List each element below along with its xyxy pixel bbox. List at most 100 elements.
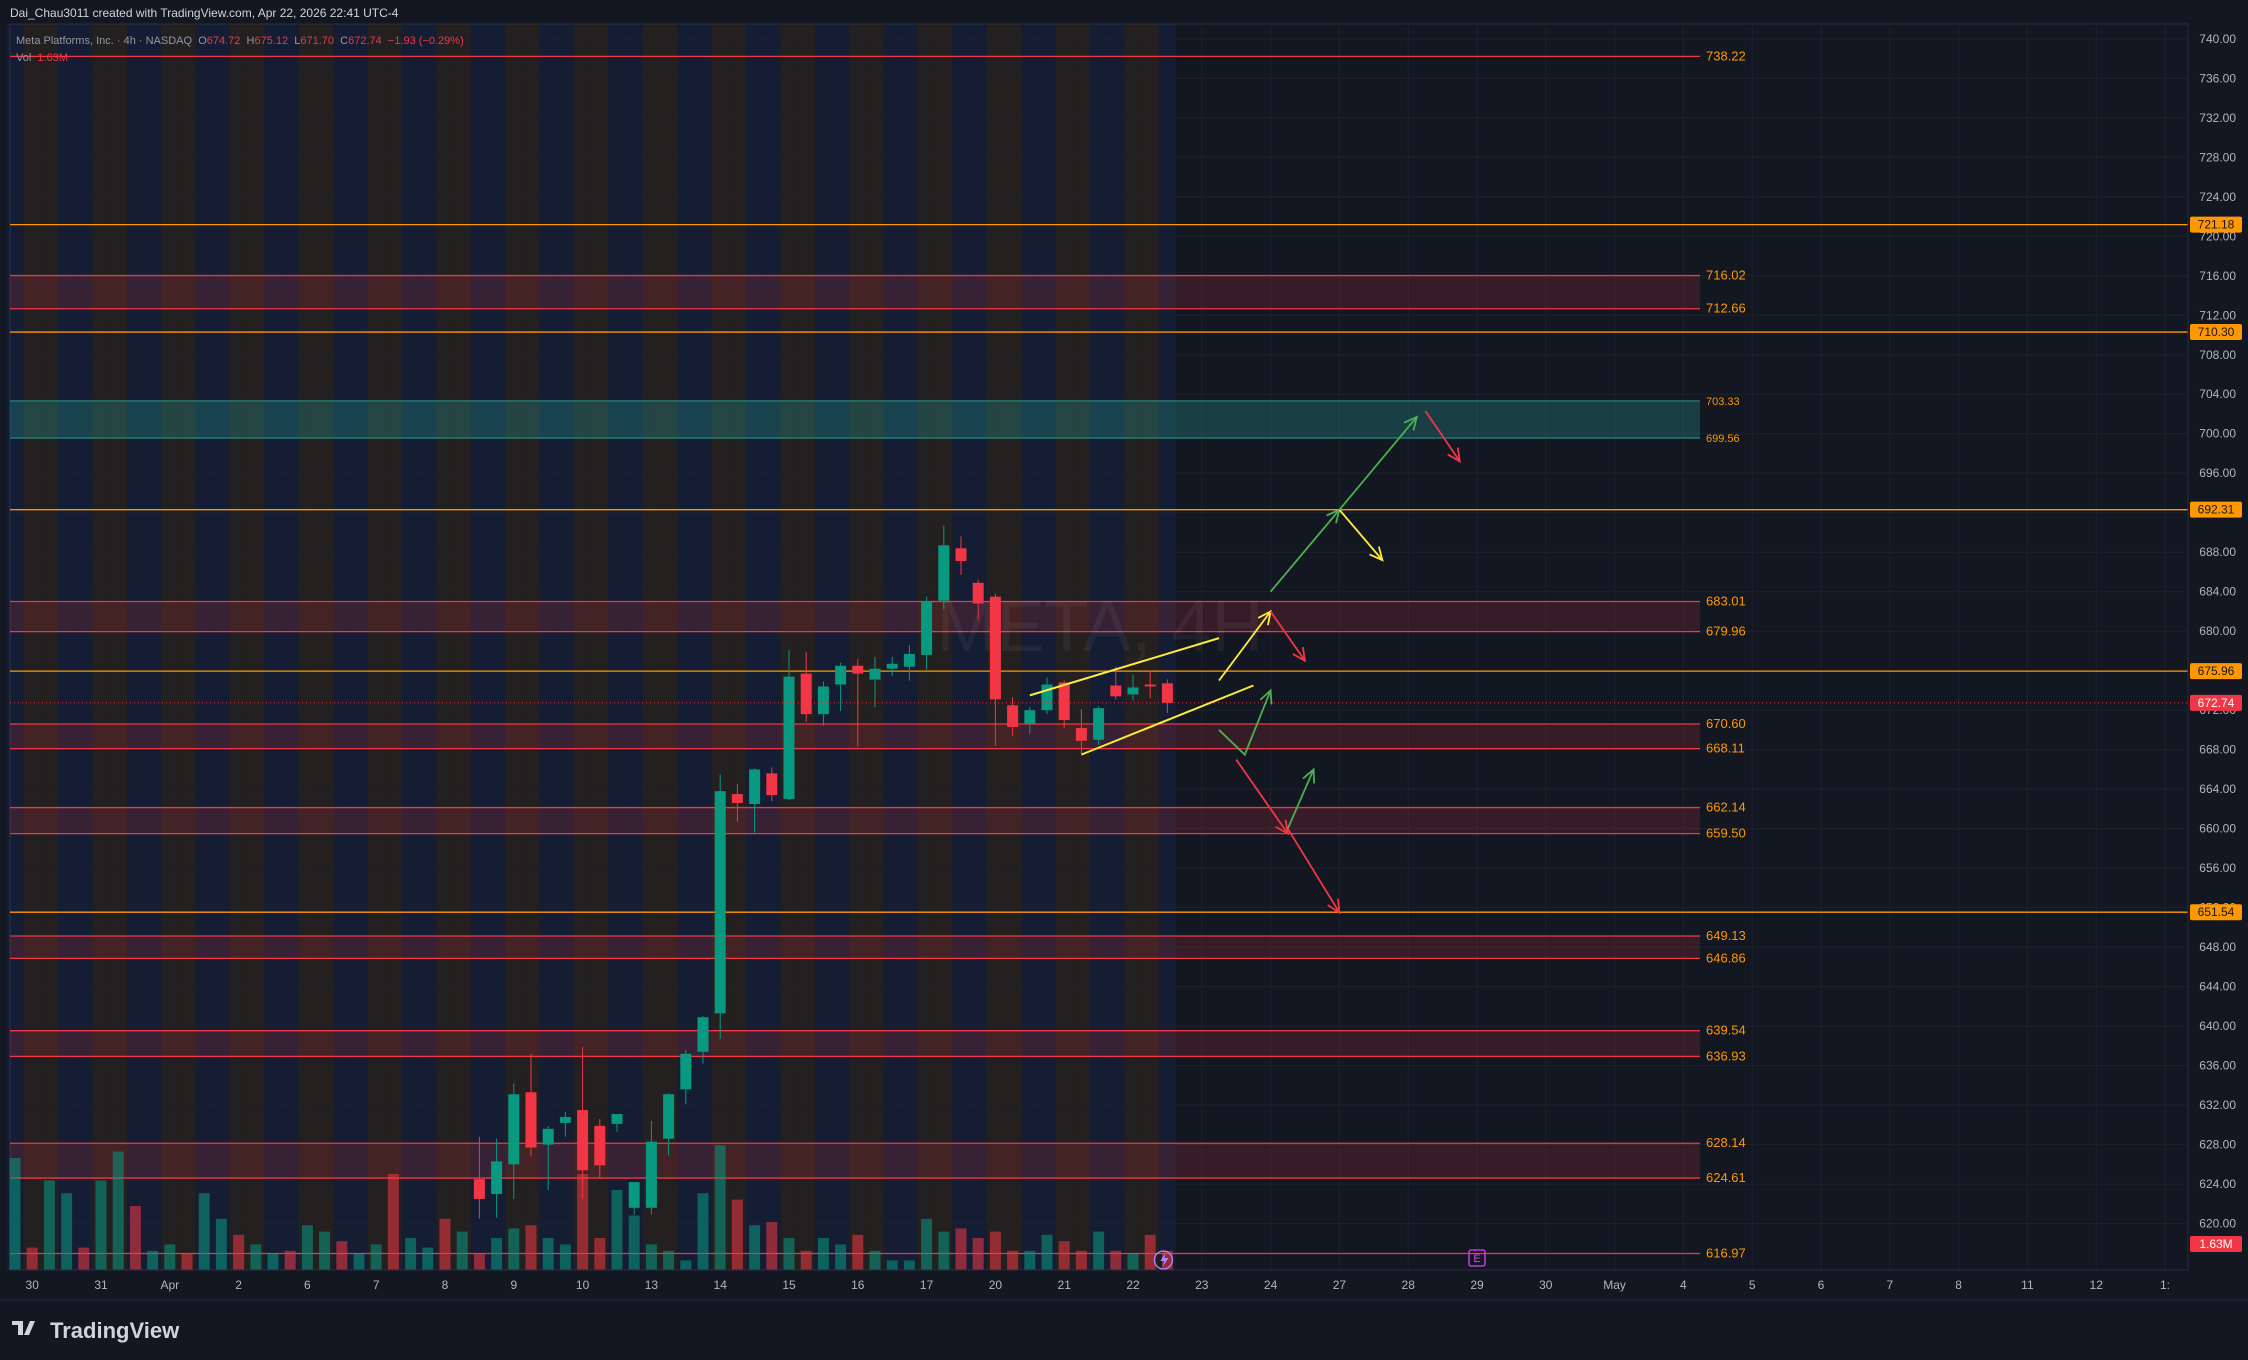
time-tick-label: 30 [1539, 1278, 1553, 1292]
price-tick-label: 736.00 [2199, 71, 2236, 85]
volume-bar [43, 1180, 55, 1270]
candle [903, 645, 915, 681]
level-label: 616.97 [1706, 1246, 1746, 1261]
candle-body [903, 653, 915, 667]
price-tick-label: 620.00 [2199, 1217, 2236, 1231]
price-tick-label: 636.00 [2199, 1059, 2236, 1073]
level-label: 639.54 [1706, 1023, 1746, 1038]
time-tick-label: 12 [2090, 1278, 2104, 1292]
lightning-icon [1153, 1250, 1174, 1270]
earnings-marker[interactable]: E [1468, 1249, 1486, 1267]
candle [559, 1112, 571, 1137]
open-label: O [198, 35, 207, 47]
price-tick-label: 704.00 [2199, 387, 2236, 401]
projection-arrows [1218, 410, 1461, 915]
volume-bar [9, 1158, 21, 1270]
levels: 738.22 716.02 712.66 703.33 699.56 683.01 679.… [10, 48, 2188, 1261]
price-tick-label: 644.00 [2199, 980, 2236, 994]
orange-level-badge-text: 721.18 [2198, 218, 2235, 232]
earnings-marker-label: E [1473, 1253, 1480, 1265]
price-tick-label: 708.00 [2199, 348, 2236, 362]
price-tick-label: 684.00 [2199, 585, 2236, 599]
high-value: 675.12 [254, 35, 289, 47]
candle-body [1024, 710, 1036, 725]
session-band [419, 24, 437, 1270]
time-tick-label: 9 [510, 1278, 517, 1292]
session-band [453, 24, 471, 1270]
time-tick-label: 23 [1195, 1278, 1209, 1292]
candle-body [1110, 685, 1122, 697]
session-band [126, 24, 144, 1270]
time-tick-label: 17 [920, 1278, 934, 1292]
candle-body [852, 665, 864, 674]
volume-bar [301, 1225, 313, 1270]
price-tick-label: 724.00 [2199, 190, 2236, 204]
candle [800, 651, 812, 723]
volume-bar [78, 1247, 90, 1270]
candle-body [1075, 727, 1087, 741]
candle [508, 1083, 520, 1199]
candle-body [559, 1116, 571, 1123]
earnings-marker-box [1468, 1249, 1486, 1267]
time-tick-label: 11 [2021, 1278, 2034, 1292]
volume-bar [611, 1190, 623, 1270]
candle-body [663, 1094, 675, 1139]
symbol-name[interactable]: Meta Platforms, Inc. · 4h · NASDAQ [16, 35, 193, 47]
price-tick-label: 656.00 [2199, 861, 2236, 875]
candle [714, 774, 726, 1039]
projection-arrow [1269, 509, 1341, 593]
time-axis: 30 31 Apr 2 6 7 8 9 10 13 14 15 16 17 20 21 22 23 24 27 28 29… [0, 1269, 2248, 1301]
orange-level-badge-bg [2190, 904, 2242, 921]
volume-badge: 1.63M [2190, 1236, 2242, 1252]
arrow-head [1275, 819, 1289, 836]
candle [817, 681, 829, 726]
volume-bar [1093, 1231, 1105, 1270]
volume-bar [439, 1218, 451, 1270]
level-label: 683.01 [1706, 593, 1746, 608]
candle-body [697, 1017, 709, 1052]
session-band [247, 24, 265, 1270]
session-band [75, 24, 93, 1270]
candle-body [714, 791, 726, 1014]
candle-body [577, 1110, 589, 1171]
resistance-zone [10, 601, 1700, 632]
volume-legend[interactable]: Vol 1.63M [16, 52, 68, 64]
lightning-icon-circle [1153, 1250, 1174, 1270]
level-label: 646.86 [1706, 950, 1746, 965]
orange-level-badge-bg [2190, 216, 2242, 233]
last-price-badge-bg [2190, 694, 2242, 711]
volume-bar [491, 1238, 503, 1270]
price-tick-label: 716.00 [2199, 269, 2236, 283]
volume-bar [559, 1244, 571, 1270]
volume-bar [233, 1234, 245, 1270]
session-band [384, 24, 402, 1270]
level-label: 662.14 [1706, 800, 1746, 815]
close-label: C [340, 35, 349, 47]
attribution-text: Dai_Chau3011 created with TradingView.co… [10, 6, 399, 20]
session-band [608, 24, 626, 1270]
support-zone [10, 400, 1700, 439]
time-tick-label: 27 [1333, 1278, 1347, 1292]
time-tick-label: Apr [160, 1278, 179, 1292]
session-band [814, 24, 832, 1270]
candle-body [508, 1094, 520, 1165]
arrow-head [1259, 688, 1273, 705]
projection-arrow [1218, 610, 1272, 682]
time-tick-label: 24 [1264, 1278, 1278, 1292]
candle-body [1093, 708, 1105, 740]
time-tick-label: 20 [989, 1278, 1003, 1292]
price-tick-label: 632.00 [2199, 1098, 2236, 1112]
projection-arrow [1269, 610, 1306, 662]
level-label: 699.56 [1706, 433, 1740, 445]
level-label: 703.33 [1706, 396, 1740, 408]
candle-body [731, 794, 743, 803]
tradingview-brand[interactable]: TradingView [12, 1318, 179, 1344]
session-band [350, 24, 368, 1270]
volume-bar [422, 1247, 434, 1270]
symbol-legend[interactable]: Meta Platforms, Inc. · 4h · NASDAQ O674.… [16, 35, 464, 47]
volume-bar [972, 1238, 984, 1270]
session-band [797, 24, 815, 1270]
candle [989, 593, 1001, 746]
resistance-zone [10, 724, 1700, 749]
